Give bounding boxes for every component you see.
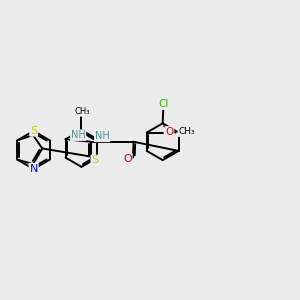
Text: CH₃: CH₃ [74,107,90,116]
Text: CH₃: CH₃ [178,128,195,136]
Text: NH: NH [71,130,86,140]
Text: S: S [30,126,37,136]
Text: O: O [123,154,132,164]
Text: Cl: Cl [159,99,169,109]
Text: S: S [92,155,98,165]
Text: NH: NH [95,131,110,141]
Text: O: O [165,127,173,137]
Text: N: N [29,164,38,174]
